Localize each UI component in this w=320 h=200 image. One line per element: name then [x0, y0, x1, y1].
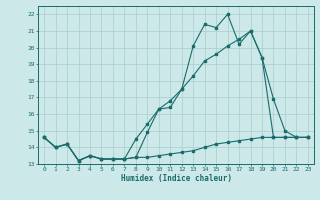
- X-axis label: Humidex (Indice chaleur): Humidex (Indice chaleur): [121, 174, 231, 183]
